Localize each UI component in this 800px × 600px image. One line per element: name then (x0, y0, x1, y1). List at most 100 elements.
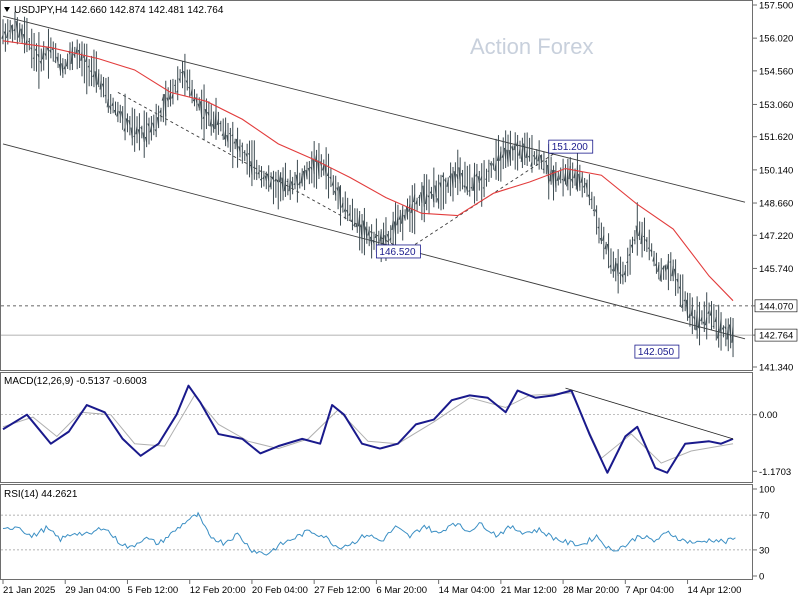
price-bar-tick (374, 233, 377, 239)
price-bar-tick (8, 30, 11, 32)
price-tick-label: 142.764 (759, 331, 793, 342)
price-bar-tick (626, 261, 629, 264)
collapse-triangle-icon[interactable] (4, 7, 10, 12)
price-bar-tick (702, 321, 705, 325)
price-bar-tick (336, 187, 339, 192)
macd-tick-label: 0.00 (759, 410, 778, 421)
callout-label: 142.050 (638, 347, 675, 358)
price-bar-tick (458, 167, 461, 184)
price-bar-tick (116, 111, 119, 117)
price-bar-tick (604, 243, 607, 250)
price-bar-tick (92, 74, 95, 78)
price-bar-tick (259, 178, 262, 181)
price-bar-tick (628, 253, 631, 256)
price-bar-tick (599, 237, 602, 242)
price-bar-tick (496, 155, 499, 162)
price-bar-tick (444, 179, 447, 183)
price-bar-tick (659, 270, 662, 281)
price-bar-tick (468, 190, 471, 192)
price-bar-tick (18, 29, 21, 38)
price-bar-tick (709, 309, 712, 316)
price-bar-tick (618, 271, 621, 274)
price-bar-tick (252, 166, 255, 169)
price-tick-label: 150.140 (759, 165, 793, 176)
price-callout: 146.520 (375, 244, 421, 259)
price-axis: 157.500 156.020 154.560 153.060 151.620 150.1… (752, 1, 798, 374)
price-bar-tick (262, 176, 265, 180)
price-bar-tick (243, 151, 246, 154)
price-bar-tick (199, 101, 203, 118)
price-bar-tick (685, 299, 689, 318)
rsi-tick-label: 100 (759, 485, 775, 496)
price-level-tag (754, 328, 798, 342)
price-bar-tick (235, 138, 239, 152)
price-bar-tick (54, 60, 56, 62)
price-bar-tick (436, 198, 440, 204)
price-bar-tick (338, 186, 341, 208)
price-callout: 151.200 (548, 139, 594, 154)
price-bar-tick (700, 317, 703, 322)
price-bar-tick (695, 311, 698, 331)
price-bar-tick (113, 109, 116, 114)
price-bar-tick (535, 155, 538, 160)
price-bar-tick (697, 316, 701, 329)
price-bar-tick (434, 185, 437, 197)
price-bar-tick (329, 176, 332, 180)
price-bar-tick (525, 150, 528, 159)
price-bar-tick (245, 153, 248, 158)
price-bar-tick (274, 178, 277, 182)
price-bar-tick (211, 124, 215, 128)
price-bar-tick (257, 171, 260, 175)
price-bar-tick (101, 83, 105, 88)
price-bar-tick (398, 215, 401, 220)
price-bar-tick (542, 168, 545, 171)
price-bar-tick (728, 324, 732, 338)
price-tick-label: 141.340 (759, 363, 793, 374)
price-bar-tick (412, 194, 416, 203)
price-bar-tick (125, 118, 128, 126)
callout-box (375, 244, 421, 259)
price-bar-tick (391, 220, 394, 230)
price-bar-tick (176, 90, 179, 93)
price-bar-tick (405, 206, 409, 219)
price-bar-tick (111, 102, 114, 106)
price-bar-tick (570, 178, 574, 183)
price-bar-tick (70, 47, 73, 64)
price-bar-tick (13, 28, 16, 32)
price-bar-tick (185, 80, 188, 84)
price-bar-tick (465, 186, 468, 192)
price-bar-tick (233, 141, 236, 144)
price-bar-tick (714, 317, 717, 323)
price-bar-tick (518, 148, 521, 156)
price-bar-tick (97, 73, 100, 85)
price-bar-tick (640, 231, 643, 245)
price-level-tag (754, 299, 798, 313)
price-bar-tick (247, 153, 250, 156)
price-bar-tick (161, 96, 164, 101)
rsi-axis: 100 70 30 0 (752, 485, 775, 583)
price-bar-tick (427, 195, 430, 198)
price-bar-tick (532, 155, 535, 158)
price-bar-tick (226, 134, 229, 143)
price-bar-tick (271, 175, 274, 180)
price-bar-tick (477, 176, 480, 183)
macd-trendline (565, 387, 734, 440)
price-bar-tick (305, 169, 308, 179)
price-bar-tick (90, 70, 92, 73)
rsi-tick-label: 30 (759, 545, 770, 556)
price-bar-tick (310, 166, 313, 170)
price-bar-tick (214, 109, 217, 130)
price-bar-tick (475, 173, 478, 177)
price-bar-tick (278, 172, 282, 183)
price-bar-tick (183, 70, 186, 79)
price-bar-tick (293, 182, 296, 185)
price-bar-tick (635, 225, 638, 240)
price-bar-tick (707, 310, 710, 314)
price-tick-label: 147.220 (759, 231, 793, 242)
price-bar-tick (140, 126, 143, 130)
price-bar-tick (283, 178, 286, 192)
macd-main-line (2, 384, 734, 474)
rsi-line-path (2, 511, 736, 556)
macd-title: MACD(12,26,9) -0.5137 -0.6003 (4, 376, 147, 387)
price-bar-tick (654, 263, 657, 266)
